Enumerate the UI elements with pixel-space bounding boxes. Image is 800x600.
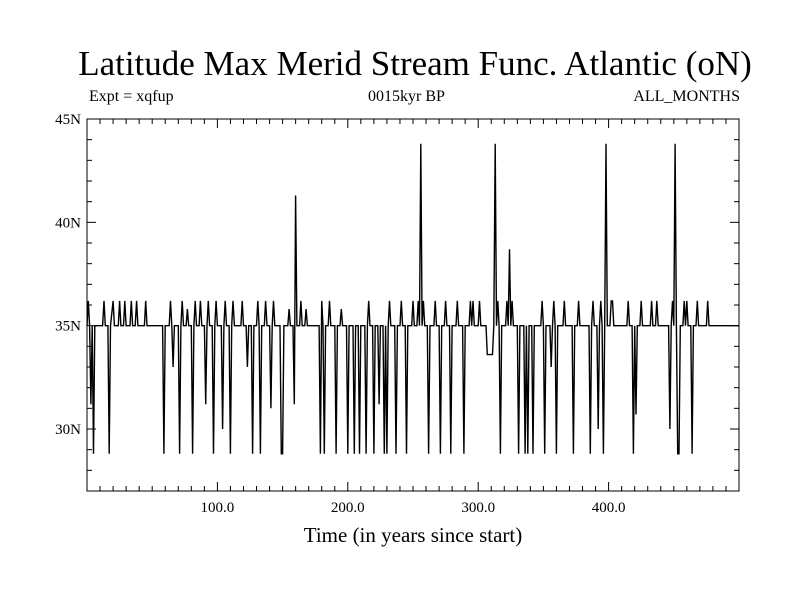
months-label: ALL_MONTHS xyxy=(633,88,740,105)
x-tick-label: 100.0 xyxy=(201,500,235,516)
y-tick-label: 40N xyxy=(55,215,81,231)
x-axis-title: Time (in years since start) xyxy=(304,523,523,547)
y-tick-label: 30N xyxy=(55,422,81,438)
chart-title: Latitude Max Merid Stream Func. Atlantic… xyxy=(78,44,752,83)
axis-ticks: 100.0 200.0 300.0 400.0 30N 35N 40N 45N xyxy=(55,112,739,516)
x-tick-label: 400.0 xyxy=(592,500,626,516)
y-tick-label: 45N xyxy=(55,112,81,128)
series-layer xyxy=(86,143,739,455)
series-line xyxy=(86,143,739,455)
period-label: 0015kyr BP xyxy=(368,88,445,105)
x-tick-label: 300.0 xyxy=(461,500,495,516)
y-tick-label: 35N xyxy=(55,319,81,335)
experiment-label: Expt = xqfup xyxy=(89,88,174,105)
x-tick-label: 200.0 xyxy=(331,500,365,516)
